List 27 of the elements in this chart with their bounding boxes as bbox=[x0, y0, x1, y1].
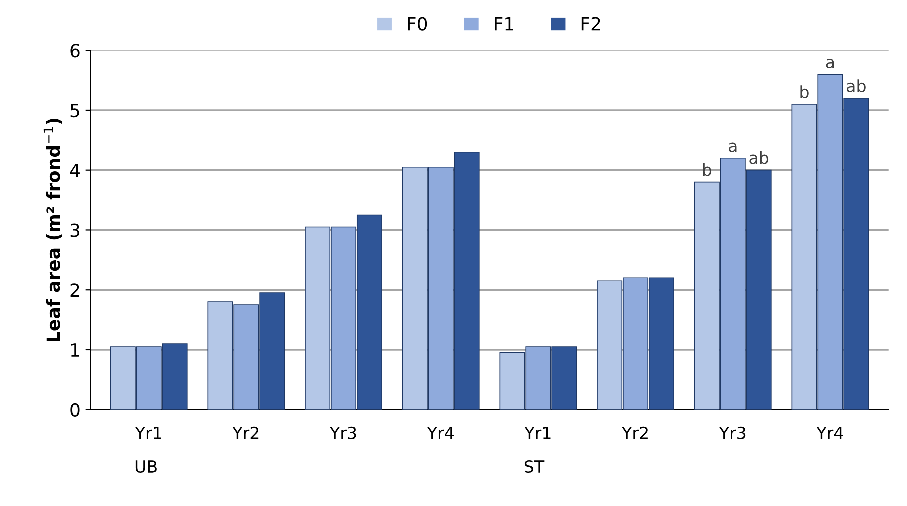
y-tick-label: 2 bbox=[70, 284, 80, 297]
x-tick-label: Yr2 bbox=[232, 426, 259, 440]
x-tick-label: Yr2 bbox=[622, 426, 648, 440]
legend-label: F1 bbox=[495, 17, 514, 31]
data-label: a bbox=[826, 58, 834, 69]
text: UB bbox=[136, 460, 157, 474]
x-tick-label: Yr3 bbox=[719, 426, 746, 440]
y-tick-label: 3 bbox=[70, 224, 80, 238]
y-tick-label: 1 bbox=[71, 344, 80, 357]
legend-label: F0 bbox=[408, 17, 428, 31]
y-tick-label: 0 bbox=[70, 403, 80, 417]
data-label: ab bbox=[750, 151, 769, 164]
y-axis-title: Leaf area (m² frond$^{−1}$) bbox=[44, 118, 62, 342]
y-tick-label: 4 bbox=[70, 164, 80, 178]
x-tick-label: Yr1 bbox=[135, 427, 162, 440]
x-tick-label: Yr4 bbox=[816, 427, 844, 440]
legend-label: F2 bbox=[582, 17, 600, 31]
x-tick-label: Yr4 bbox=[427, 427, 454, 440]
data-label: b bbox=[800, 86, 809, 98]
x-tick-label: Yr3 bbox=[330, 426, 356, 440]
data-label: ab bbox=[847, 80, 866, 92]
data-label: a bbox=[729, 142, 737, 152]
y-tick-label: 6 bbox=[70, 44, 80, 58]
y-tick-label: 5 bbox=[70, 104, 80, 118]
x-tick-label: Yr1 bbox=[524, 427, 551, 440]
text: ST bbox=[524, 460, 545, 474]
data-label: b bbox=[703, 163, 712, 176]
